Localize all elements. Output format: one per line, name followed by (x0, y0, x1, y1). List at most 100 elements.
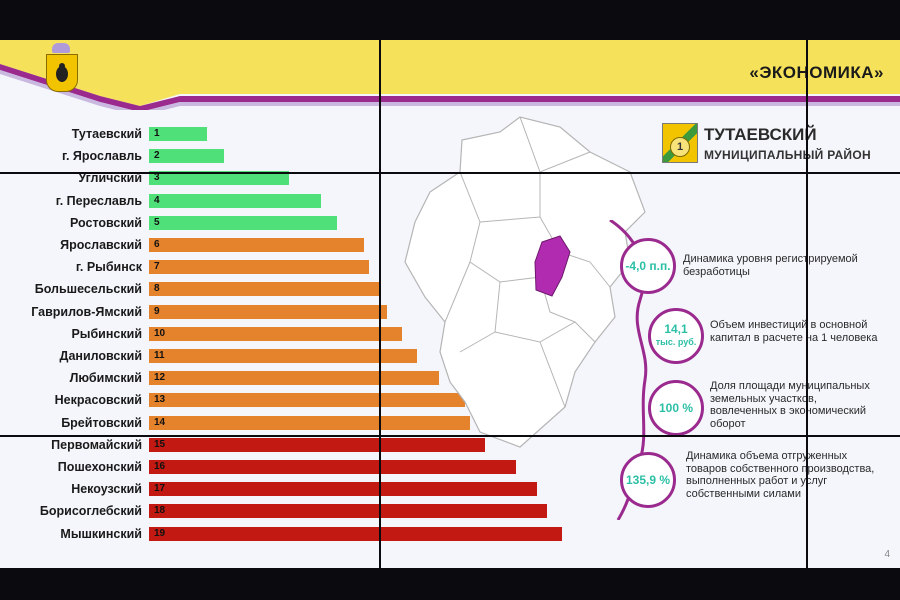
bar-row: Гаврилов-Ямский 9 (0, 304, 600, 320)
bar-row: Любимский 12 (0, 370, 600, 386)
bar-row: Даниловский 11 (0, 348, 600, 364)
bar-row: Некрасовский 13 (0, 392, 600, 408)
rank-number: 4 (154, 194, 160, 206)
crown-icon (52, 43, 70, 53)
rank-bar: 1 (149, 127, 207, 141)
rank-number: 9 (154, 305, 160, 317)
rank-number: 8 (154, 283, 160, 295)
page-number: 4 (884, 549, 890, 560)
region-subtitle: МУНИЦИПАЛЬНЫЙ РАЙОН (704, 148, 871, 162)
rank-number: 5 (154, 216, 160, 228)
rank-number: 12 (154, 372, 166, 384)
rank-bar: 18 (149, 504, 547, 519)
district-label: Некрасовский (54, 393, 142, 408)
district-label: Рыбинский (71, 326, 142, 341)
bar-row: Пошехонский 16 (0, 459, 600, 475)
rank-number: 2 (154, 150, 160, 162)
region-block: 1 ТУТАЕВСКИЙ МУНИЦИПАЛЬНЫЙ РАЙОН (662, 121, 892, 165)
bar-row: Рыбинский 10 (0, 326, 600, 342)
bar-row: Большесельский 8 (0, 281, 600, 297)
district-label: Гаврилов-Ямский (31, 304, 142, 319)
indicator-value: 135,9 % (625, 472, 671, 487)
bar-row: г. Переславль 4 (0, 193, 600, 209)
bar-row: Ростовский 5 (0, 215, 600, 231)
rank-number: 11 (154, 350, 165, 361)
indicator-shipped-goods: 135,9 % (620, 452, 676, 508)
district-label: Некоузский (71, 482, 142, 497)
indicator-label: Динамика объема отгруженных товаров собс… (686, 450, 875, 500)
indicator-label: Динамика уровня регистрируемой безработи… (683, 253, 858, 278)
presentation-screen: «ЭКОНОМИКА» 1 ТУТАЕВСКИЙ МУНИЦИПАЛЬНЫЙ Р… (0, 40, 900, 568)
district-label: Угличский (78, 171, 142, 186)
bar-row: г. Ярославль 2 (0, 148, 600, 164)
district-label: Ярославский (60, 238, 142, 252)
indicator-value: 14,1 (664, 322, 688, 336)
rank-number: 14 (154, 416, 166, 428)
district-label: Любимский (69, 371, 142, 386)
rank-bar: 4 (149, 193, 321, 208)
video-wall-seam (0, 435, 900, 437)
rank-bar: 3 (149, 171, 289, 186)
rank-number: 17 (154, 483, 166, 495)
tutaev-coat-of-arms-icon: 1 (662, 123, 698, 163)
indicator-label: Доля площади муниципальных земельных уча… (710, 380, 870, 430)
bar-row: Борисоглебский 18 (0, 503, 600, 519)
rank-bar: 2 (149, 149, 224, 164)
header-band (0, 40, 900, 110)
rank-bar: 10 (149, 326, 402, 341)
rank-bar: 11 (149, 349, 417, 363)
district-label: г. Ярославль (62, 149, 142, 164)
rank-number: 18 (154, 505, 166, 517)
indicator-value: 100 % (658, 400, 694, 415)
rank-number: 10 (154, 327, 166, 339)
rank-number: 16 (154, 461, 166, 472)
rank-number: 19 (154, 527, 166, 539)
bar-row: Брейтовский 14 (0, 415, 600, 431)
rank-number: 13 (154, 394, 166, 406)
ranking-bar-chart: Тутаевский 1 г. Ярославль 2 Угличский 3 г. Пер… (0, 126, 600, 556)
indicator-land-share: 100 % (648, 380, 704, 436)
rank-bar: 14 (149, 415, 470, 430)
rank-bar: 6 (149, 238, 364, 252)
rank-bar: 19 (149, 526, 562, 541)
bar-row: Ярославский 6 (0, 237, 600, 253)
rank-number: 15 (154, 438, 166, 450)
district-label: Тутаевский (71, 127, 142, 141)
indicator-investments: 14,1 тыс. руб. (648, 308, 704, 364)
rank-number: 6 (154, 239, 160, 250)
district-label: Первомайский (51, 437, 142, 452)
rank-bar: 16 (149, 460, 516, 474)
district-label: г. Переславль (55, 193, 142, 208)
indicator-label: Объем инвестиций в основной капитал в ра… (710, 319, 878, 344)
district-label: Даниловский (59, 349, 142, 363)
rank-number: 1 (154, 128, 160, 139)
region-name: ТУТАЕВСКИЙ (704, 125, 817, 144)
video-wall-seam (806, 40, 808, 568)
rank-bar: 7 (149, 260, 369, 275)
region-map (404, 116, 646, 448)
district-label: Пошехонский (57, 460, 142, 474)
section-title: «ЭКОНОМИКА» (749, 63, 884, 82)
video-wall-seam (379, 40, 381, 568)
district-label: Большесельский (34, 282, 142, 297)
district-label: Мышкинский (60, 526, 142, 541)
district-label: Ростовский (70, 215, 142, 230)
bar-row: Мышкинский 19 (0, 526, 600, 542)
rank-bar: 12 (149, 371, 439, 386)
region-icon-digit: 1 (670, 137, 690, 157)
bar-row: Тутаевский 1 (0, 126, 600, 142)
district-label: г. Рыбинск (75, 260, 142, 275)
rank-bar: 15 (149, 437, 485, 452)
bar-row: Первомайский 15 (0, 437, 600, 453)
rank-bar: 5 (149, 215, 337, 230)
indicator-value: -4,0 п.п. (625, 258, 671, 273)
indicator-unemployment: -4,0 п.п. (620, 238, 676, 294)
rank-bar: 8 (149, 282, 381, 297)
rank-number: 3 (154, 172, 160, 184)
bar-row: г. Рыбинск 7 (0, 259, 600, 275)
district-label: Брейтовский (61, 415, 142, 430)
rank-number: 7 (154, 261, 160, 273)
bar-row: Некоузский 17 (0, 481, 600, 497)
rank-bar: 17 (149, 482, 537, 497)
indicator-unit: тыс. руб. (655, 337, 697, 347)
